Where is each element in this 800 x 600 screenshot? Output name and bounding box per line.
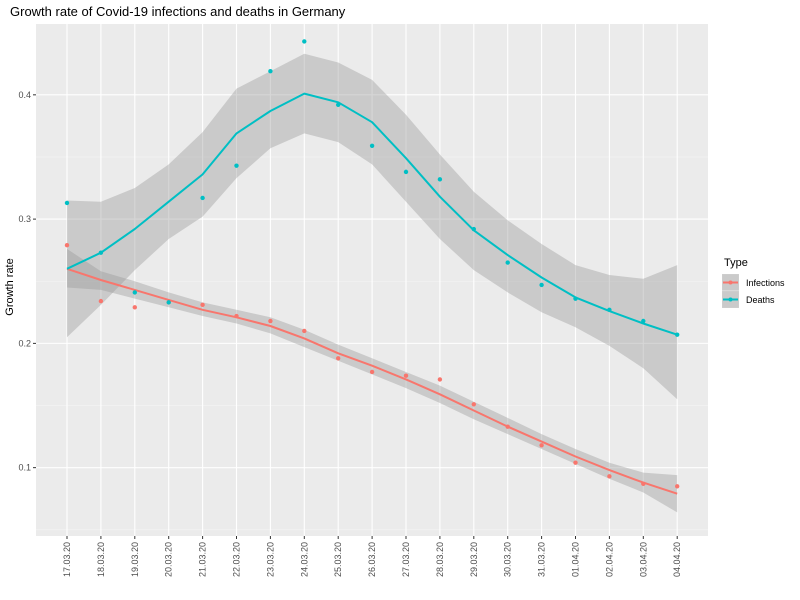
x-tick-label: 20.03.20 — [164, 542, 174, 577]
x-tick-label: 03.04.20 — [638, 542, 648, 577]
x-tick-label: 24.03.20 — [299, 542, 309, 577]
deaths-point — [675, 332, 680, 337]
y-tick-label: 0.2 — [18, 338, 31, 348]
deaths-point — [132, 290, 137, 295]
infections-point — [607, 474, 612, 479]
infections-point — [369, 369, 375, 375]
infections-point — [403, 373, 409, 378]
infections-point — [268, 318, 273, 324]
deaths-point — [64, 200, 70, 206]
infections-point — [539, 443, 544, 448]
x-tick-label: 18.03.20 — [96, 542, 106, 577]
legend-label-infections: Infections — [746, 278, 785, 288]
deaths-point — [641, 318, 646, 324]
y-tick-label: 0.3 — [18, 214, 31, 224]
x-tick-label: 25.03.20 — [333, 542, 343, 577]
deaths-point — [607, 307, 612, 313]
infections-confidence-band — [67, 248, 678, 513]
deaths-point — [403, 169, 409, 175]
grid-layer — [36, 24, 708, 536]
confidence-band-layer — [67, 53, 678, 513]
infections-point — [336, 356, 341, 361]
x-tick-label: 21.03.20 — [198, 542, 208, 577]
deaths-point — [369, 143, 375, 148]
x-axis: 17.03.20 18.03.20 19.03.20 20.03.20 21.03.20… — [62, 536, 682, 577]
infections-point — [573, 460, 578, 465]
deaths-point — [98, 250, 104, 255]
deaths-point — [302, 39, 307, 44]
infections-point — [98, 298, 104, 304]
x-tick-label: 31.03.20 — [537, 542, 547, 577]
y-tick-label: 0.1 — [18, 463, 31, 473]
y-axis: 0.1 0.2 0.3 0.4 — [18, 90, 36, 473]
x-tick-label: 27.03.20 — [401, 542, 411, 577]
infections-point — [302, 328, 307, 334]
x-tick-label: 30.03.20 — [503, 542, 513, 577]
deaths-point — [268, 69, 273, 74]
legend: Type Infections Deaths — [721, 257, 785, 309]
deaths-confidence-band — [67, 53, 678, 400]
x-tick-label: 23.03.20 — [265, 542, 275, 577]
deaths-point — [200, 195, 205, 201]
infections-point — [437, 377, 443, 382]
x-tick-label: 01.04.20 — [571, 542, 581, 577]
infections-point — [471, 402, 476, 407]
infections-point — [132, 305, 137, 310]
chart-title: Growth rate of Covid-19 infections and d… — [10, 4, 346, 19]
point-layer — [64, 39, 680, 489]
deaths-point — [437, 177, 443, 182]
deaths-point — [573, 296, 578, 301]
x-tick-label: 04.04.20 — [672, 542, 682, 577]
infections-smooth-line — [66, 267, 678, 495]
legend-title: Type — [724, 257, 748, 269]
x-tick-label: 17.03.20 — [62, 542, 72, 577]
infections-point — [64, 243, 70, 248]
x-tick-label: 29.03.20 — [469, 542, 479, 577]
x-tick-label: 28.03.20 — [435, 542, 445, 577]
infections-point — [505, 424, 510, 429]
deaths-point — [471, 226, 476, 232]
legend-keys: Infections Deaths — [721, 273, 785, 309]
deaths-point — [166, 300, 171, 305]
legend-label-deaths: Deaths — [746, 295, 775, 305]
x-tick-label: 26.03.20 — [367, 542, 377, 577]
infections-point — [641, 481, 646, 487]
legend-key-point — [728, 280, 733, 285]
infections-point — [200, 302, 205, 308]
deaths-point — [505, 260, 510, 265]
infections-point — [675, 484, 680, 489]
x-tick-label: 22.03.20 — [232, 542, 242, 577]
deaths-point — [336, 102, 341, 107]
legend-key-point — [728, 297, 733, 302]
deaths-point — [539, 282, 544, 288]
deaths-point — [234, 163, 239, 168]
x-tick-label: 19.03.20 — [130, 542, 140, 577]
x-tick-label: 02.04.20 — [604, 542, 614, 577]
y-axis-title: Growth rate — [4, 258, 16, 315]
infections-point — [234, 313, 239, 319]
y-tick-label: 0.4 — [18, 90, 31, 100]
